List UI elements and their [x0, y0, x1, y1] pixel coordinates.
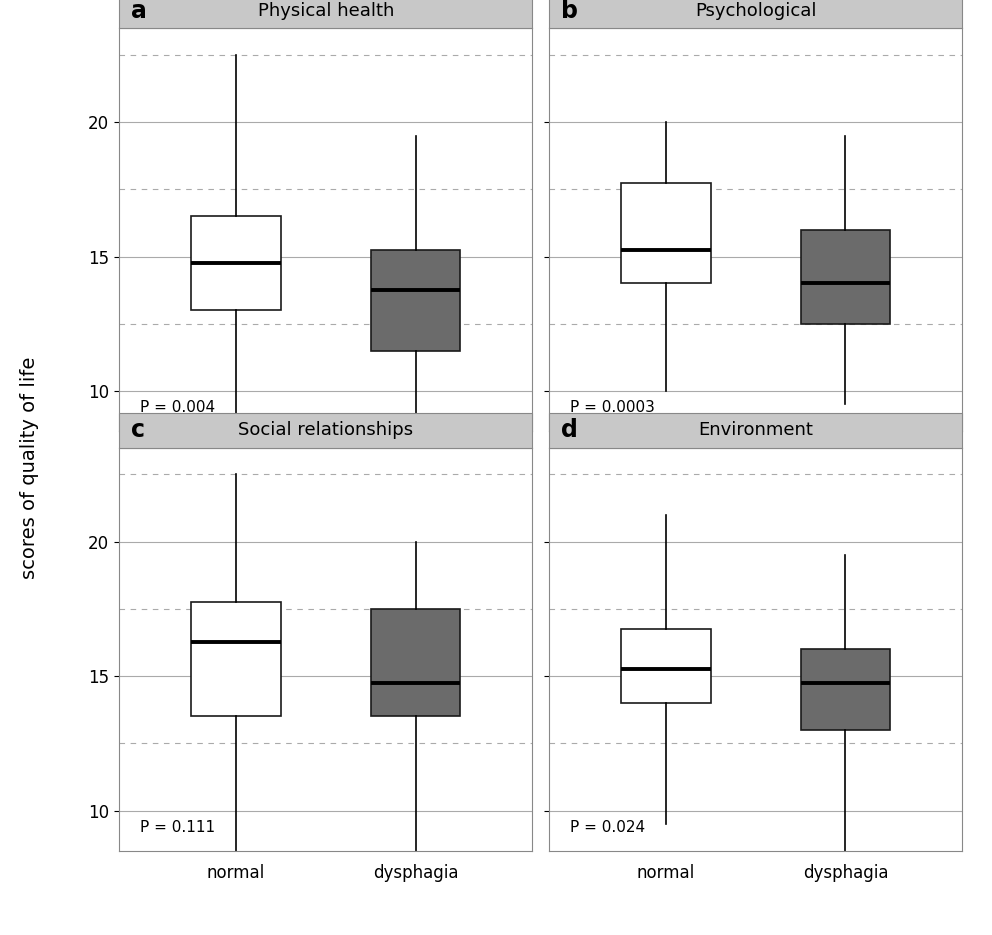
Bar: [801, 230, 891, 324]
Text: P = 0.0003: P = 0.0003: [569, 400, 655, 415]
Text: normal: normal: [637, 864, 694, 883]
Text: dysphagia: dysphagia: [803, 864, 888, 883]
Text: b: b: [561, 0, 578, 23]
Text: P = 0.024: P = 0.024: [569, 820, 645, 835]
Text: dysphagia: dysphagia: [373, 864, 458, 883]
Text: Environment: Environment: [698, 422, 813, 439]
FancyBboxPatch shape: [549, 0, 962, 28]
FancyBboxPatch shape: [549, 413, 962, 448]
Text: Physical health: Physical health: [258, 2, 394, 20]
Text: a: a: [131, 0, 148, 23]
Text: P = 0.004: P = 0.004: [140, 400, 215, 415]
FancyBboxPatch shape: [119, 413, 533, 448]
Text: normal: normal: [206, 864, 265, 883]
FancyBboxPatch shape: [119, 0, 533, 28]
Bar: [621, 182, 710, 283]
Bar: [371, 609, 460, 716]
Bar: [190, 216, 281, 310]
Text: c: c: [131, 418, 146, 442]
Text: Psychological: Psychological: [694, 2, 816, 20]
Bar: [621, 629, 710, 703]
Bar: [801, 649, 891, 730]
Bar: [190, 602, 281, 716]
Text: d: d: [561, 418, 578, 442]
Bar: [371, 250, 460, 351]
Text: P = 0.111: P = 0.111: [140, 820, 215, 835]
Text: scores of quality of life: scores of quality of life: [20, 356, 40, 579]
Text: Social relationships: Social relationships: [238, 422, 414, 439]
